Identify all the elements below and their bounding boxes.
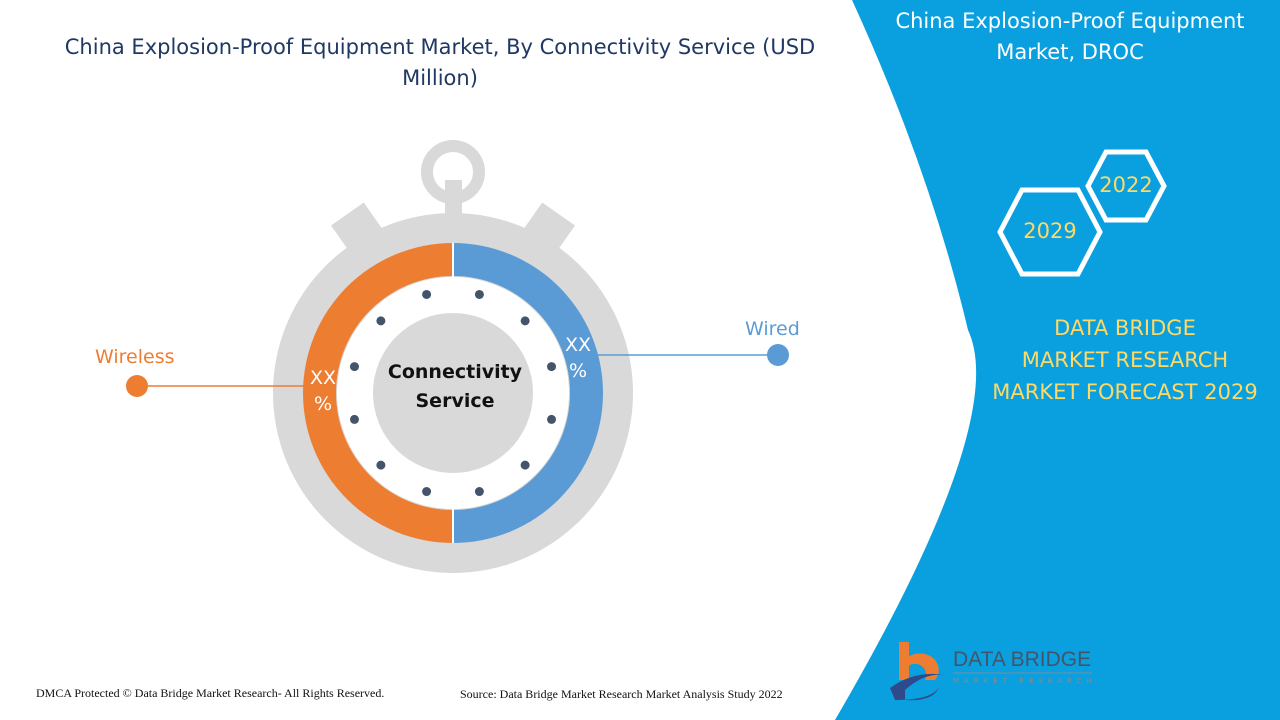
year-2029: 2029 — [1023, 219, 1077, 243]
forecast-line: MARKET FORECAST 2029 — [992, 380, 1258, 404]
tick-dot — [422, 487, 432, 497]
wireless-marker — [126, 375, 148, 397]
hexagon-2029 — [997, 187, 1103, 277]
logo-name: DATA BRIDGE — [953, 648, 1092, 671]
wired-segment — [453, 243, 603, 543]
wired-marker — [767, 344, 789, 366]
right-panel-shape — [835, 0, 1280, 720]
tick-dot — [547, 362, 557, 372]
tick-dot — [349, 414, 359, 424]
tick-dot — [520, 460, 530, 470]
tick-dot — [376, 460, 386, 470]
tick-dot — [422, 289, 432, 299]
tick-dots — [349, 289, 557, 497]
center-label: Connectivity Service — [387, 361, 523, 412]
tick-dot — [520, 316, 530, 326]
tick-dot — [474, 289, 484, 299]
source-text: Source: Data Bridge Market Research Mark… — [460, 687, 783, 701]
logo-sub: MARKET RESEARCH — [953, 677, 1097, 685]
tick-dot — [376, 316, 386, 326]
year-2022: 2022 — [1099, 173, 1153, 197]
copyright-text: DMCA Protected © Data Bridge Market Rese… — [36, 686, 385, 700]
wireless-segment — [303, 243, 453, 543]
tick-dot — [547, 414, 557, 424]
wireless-percent: XX % — [309, 367, 337, 415]
droc-title: China Explosion-Proof Equipment Market, … — [895, 9, 1245, 64]
brand-line: DATA BRIDGE MARKET RESEARCH — [1021, 316, 1229, 372]
data-bridge-logo-icon — [890, 642, 945, 701]
hexagon-2022 — [1085, 149, 1167, 223]
forecast-text: DATA BRIDGE MARKET RESEARCH MARKET FOREC… — [960, 312, 1280, 408]
center-circle — [373, 313, 533, 473]
chart-title: China Explosion-Proof Equipment Market, … — [64, 35, 816, 90]
wireless-label: Wireless — [95, 346, 175, 368]
tick-dot — [474, 487, 484, 497]
wired-percent: XX % — [564, 334, 592, 382]
tick-dot — [349, 362, 359, 372]
wired-label: Wired — [745, 318, 800, 340]
